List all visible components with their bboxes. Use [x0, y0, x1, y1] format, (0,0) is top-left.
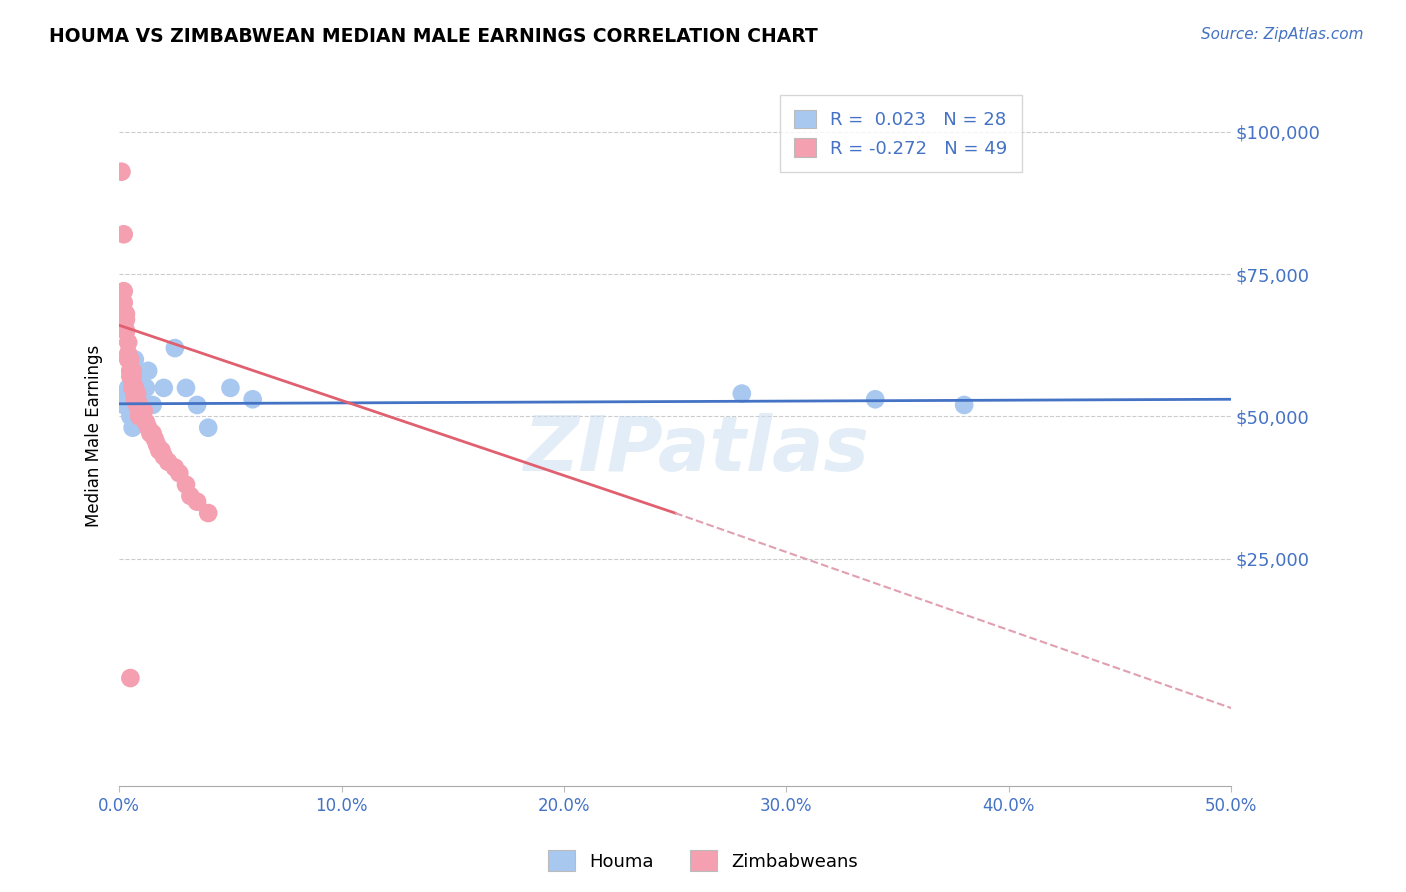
Point	[120, 671, 142, 685]
Point	[121, 369, 143, 384]
Point	[139, 426, 162, 441]
Point	[121, 421, 143, 435]
Point	[128, 398, 150, 412]
Point	[142, 426, 165, 441]
Point	[117, 381, 139, 395]
Point	[115, 324, 138, 338]
Point	[125, 386, 148, 401]
Point	[112, 284, 135, 298]
Point	[197, 506, 219, 520]
Point	[115, 307, 138, 321]
Text: ZIPatlas: ZIPatlas	[524, 413, 870, 487]
Point	[242, 392, 264, 407]
Point	[136, 364, 159, 378]
Point	[169, 467, 191, 481]
Point	[148, 443, 170, 458]
Point	[120, 352, 142, 367]
Point	[124, 386, 146, 401]
Point	[150, 443, 173, 458]
Point	[174, 477, 197, 491]
Point	[117, 392, 139, 407]
Point	[128, 409, 150, 424]
Point	[120, 369, 142, 384]
Point	[110, 164, 132, 178]
Point	[120, 403, 142, 417]
Point	[136, 421, 159, 435]
Legend: Houma, Zimbabweans: Houma, Zimbabweans	[540, 843, 866, 879]
Point	[117, 335, 139, 350]
Y-axis label: Median Male Earnings: Median Male Earnings	[86, 345, 103, 527]
Point	[179, 489, 201, 503]
Point	[146, 438, 169, 452]
Legend: R =  0.023   N = 28, R = -0.272   N = 49: R = 0.023 N = 28, R = -0.272 N = 49	[779, 95, 1022, 172]
Point	[157, 455, 180, 469]
Point	[186, 398, 208, 412]
Point	[163, 460, 186, 475]
Point	[124, 386, 146, 401]
Point	[121, 386, 143, 401]
Point	[117, 352, 139, 367]
Point	[124, 392, 146, 407]
Point	[112, 295, 135, 310]
Point	[143, 432, 166, 446]
Point	[124, 409, 146, 424]
Point	[120, 364, 142, 378]
Point	[124, 352, 146, 367]
Point	[125, 398, 148, 412]
Point	[120, 398, 142, 412]
Point	[115, 324, 138, 338]
Point	[131, 392, 153, 407]
Point	[131, 409, 153, 424]
Point	[135, 381, 157, 395]
Point	[863, 392, 886, 407]
Point	[953, 398, 976, 412]
Point	[152, 449, 174, 463]
Point	[125, 398, 148, 412]
Point	[121, 381, 143, 395]
Point	[112, 398, 135, 412]
Point	[128, 369, 150, 384]
Point	[125, 392, 148, 407]
Point	[132, 403, 155, 417]
Point	[186, 494, 208, 508]
Point	[112, 227, 135, 242]
Point	[124, 381, 146, 395]
Point	[115, 312, 138, 326]
Point	[132, 381, 155, 395]
Point	[120, 364, 142, 378]
Text: HOUMA VS ZIMBABWEAN MEDIAN MALE EARNINGS CORRELATION CHART: HOUMA VS ZIMBABWEAN MEDIAN MALE EARNINGS…	[49, 27, 818, 45]
Point	[219, 381, 242, 395]
Point	[135, 415, 157, 429]
Point	[131, 409, 153, 424]
Point	[731, 386, 754, 401]
Point	[120, 409, 142, 424]
Point	[152, 381, 174, 395]
Point	[121, 364, 143, 378]
Point	[115, 386, 138, 401]
Point	[163, 341, 186, 355]
Point	[142, 398, 165, 412]
Text: Source: ZipAtlas.com: Source: ZipAtlas.com	[1201, 27, 1364, 42]
Point	[117, 347, 139, 361]
Point	[197, 421, 219, 435]
Point	[121, 375, 143, 389]
Point	[128, 403, 150, 417]
Point	[174, 381, 197, 395]
